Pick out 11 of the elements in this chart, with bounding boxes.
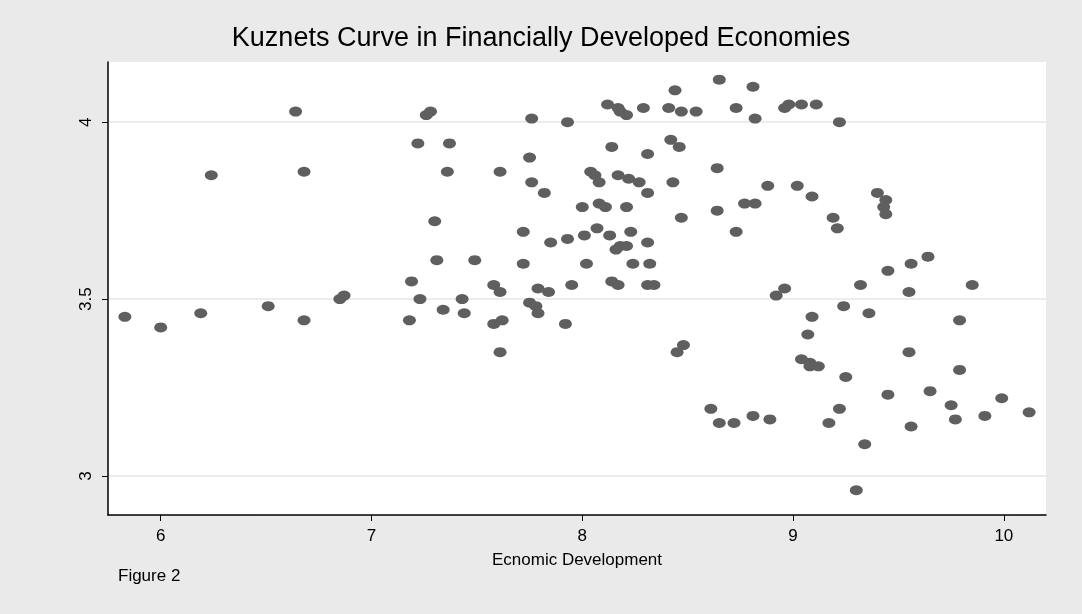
x-tick-label: 9: [788, 526, 798, 545]
x-tick-label: 10: [994, 526, 1014, 545]
chart-title: Kuznets Curve in Financially Developed Economies: [231, 21, 851, 52]
x-tick-label: 8: [577, 526, 587, 545]
x-tick-label: 7: [366, 526, 377, 545]
caption: Figure 2: [118, 566, 181, 586]
y-tick-label: 3.5: [76, 287, 95, 311]
y-tick-label: 3: [76, 471, 95, 481]
y-tick-label: 4: [76, 117, 95, 127]
x-axis-title: Ecnomic Development: [491, 550, 663, 569]
x-tick-label: 6: [155, 526, 166, 545]
